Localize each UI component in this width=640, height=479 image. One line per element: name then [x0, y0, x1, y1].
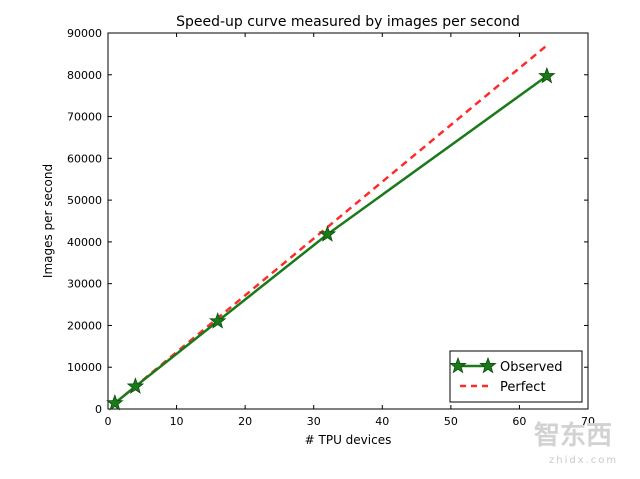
y-tick-label: 90000 — [67, 27, 102, 40]
y-tick-label: 20000 — [67, 319, 102, 332]
watermark-logo: 智东西 — [534, 420, 612, 451]
data-point-star — [208, 312, 227, 329]
legend-observed-star-icon — [449, 356, 467, 374]
y-tick-label: 80000 — [67, 69, 102, 82]
legend-box — [449, 350, 583, 403]
x-tick-label: 60 — [512, 415, 526, 428]
y-tick-label: 0 — [95, 403, 102, 416]
data-point-star — [538, 66, 556, 84]
data-point-star — [106, 393, 124, 411]
x-tick-label: 20 — [238, 415, 252, 428]
legend-observed-star-icon — [479, 356, 497, 374]
legend: Observed Perfect — [449, 350, 583, 403]
data-point-star — [318, 225, 337, 242]
x-tick-label: 0 — [105, 415, 112, 428]
chart-title: Speed-up curve measured by images per se… — [176, 14, 520, 30]
x-tick-label: 30 — [307, 415, 321, 428]
y-tick-label: 10000 — [67, 361, 102, 374]
y-tick-label: 60000 — [67, 152, 102, 165]
legend-observed-label: Observed — [500, 360, 563, 375]
y-tick-label: 50000 — [67, 194, 102, 207]
series-layer — [106, 44, 556, 411]
watermark: 智东西 zhidx.com — [534, 420, 618, 466]
axis-ticks: 0 10 20 30 40 50 60 70 0 10000 20000 30000 40000 5000… — [67, 27, 595, 428]
x-tick-label: 50 — [444, 415, 458, 428]
y-tick-label: 40000 — [67, 236, 102, 249]
y-tick-label: 70000 — [67, 111, 102, 124]
x-tick-label: 70 — [581, 415, 595, 428]
x-tick-label: 10 — [170, 415, 184, 428]
x-axis-label: # TPU devices — [305, 433, 392, 447]
y-tick-label: 30000 — [67, 278, 102, 291]
watermark-url: zhidx.com — [549, 455, 618, 466]
data-point-star — [126, 377, 145, 394]
y-axis-label: Images per second — [41, 164, 55, 278]
legend-perfect-label: Perfect — [500, 380, 546, 395]
x-tick-label: 40 — [375, 415, 389, 428]
